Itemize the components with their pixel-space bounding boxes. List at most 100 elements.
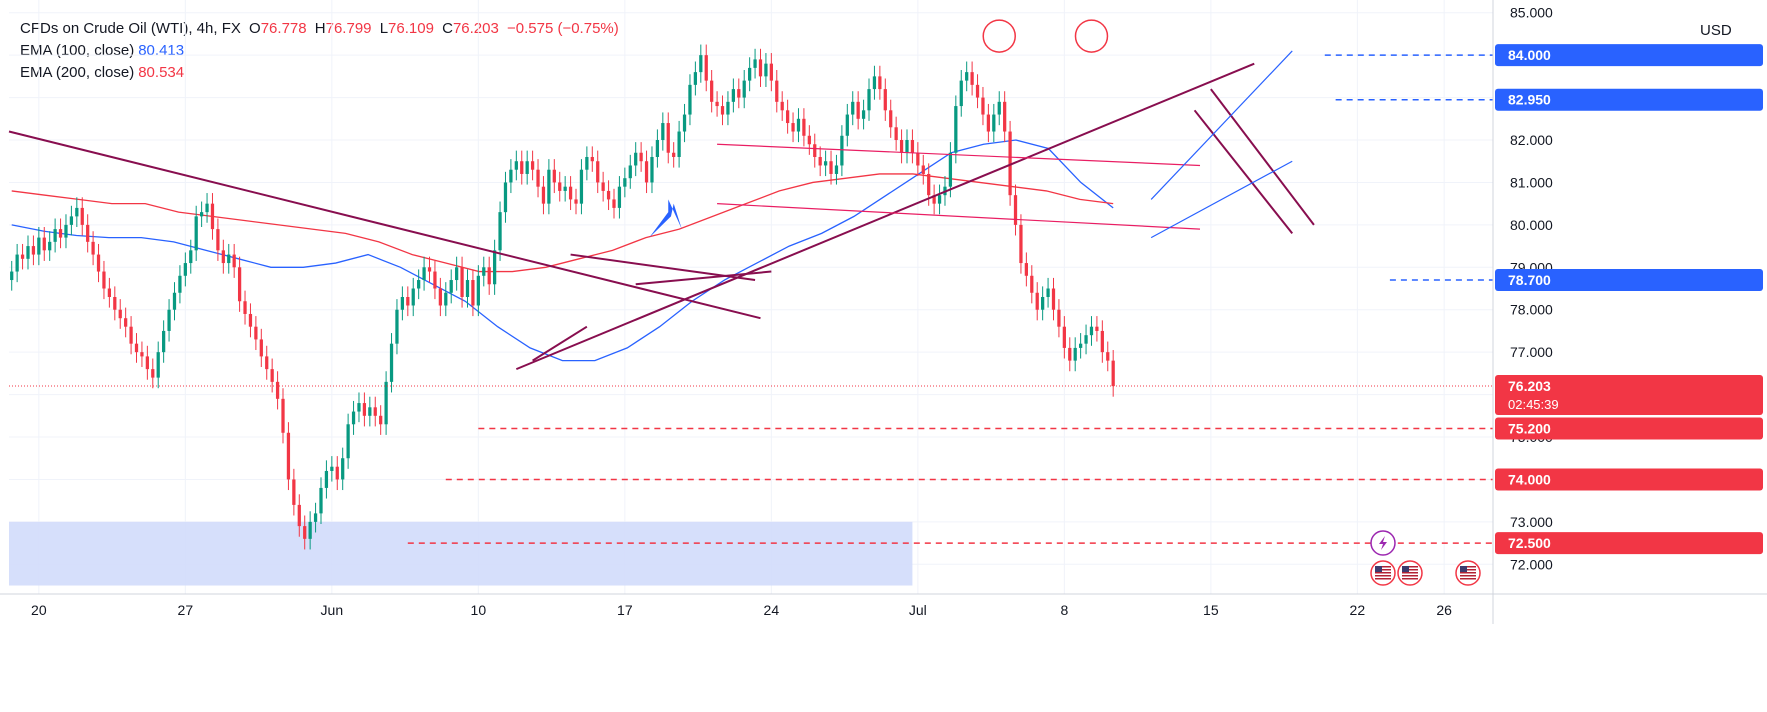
candle-body bbox=[80, 207, 84, 225]
candle-body bbox=[1051, 288, 1056, 310]
flag-stripe bbox=[1460, 572, 1476, 574]
candle-body bbox=[134, 343, 139, 353]
flash-glyph bbox=[1379, 536, 1387, 550]
candle-body bbox=[210, 203, 215, 230]
candle-body bbox=[612, 199, 616, 208]
open-label: O bbox=[249, 20, 261, 37]
candle-body bbox=[259, 339, 263, 357]
candle-body bbox=[948, 152, 953, 187]
candle-body bbox=[281, 398, 285, 433]
candle-body bbox=[829, 161, 833, 174]
candle-body bbox=[265, 356, 269, 370]
candle-body bbox=[465, 280, 470, 297]
candle-body bbox=[107, 288, 112, 297]
candle-body bbox=[1111, 360, 1115, 387]
candle-body bbox=[861, 110, 866, 119]
candle-body bbox=[460, 267, 464, 297]
candle-body bbox=[563, 186, 567, 191]
candle-body bbox=[927, 173, 931, 196]
time-tick-label: 8 bbox=[1060, 602, 1068, 618]
candle-body bbox=[883, 89, 887, 111]
candle-body bbox=[297, 504, 301, 527]
candle-body bbox=[769, 63, 773, 81]
candle-body bbox=[118, 309, 122, 319]
candle-body bbox=[129, 326, 133, 344]
candle-body bbox=[1100, 330, 1104, 353]
flag-stripe bbox=[1460, 566, 1476, 568]
candle-body bbox=[970, 72, 974, 85]
candle-body bbox=[183, 263, 187, 276]
candle-body bbox=[373, 407, 377, 416]
candle-body bbox=[574, 199, 578, 204]
candle-body bbox=[753, 59, 757, 68]
ema200-label: EMA (200, close) bbox=[20, 64, 135, 81]
flag-stripe bbox=[1402, 575, 1418, 577]
currency-label[interactable]: USD bbox=[1700, 22, 1732, 39]
candle-body bbox=[634, 152, 638, 166]
flag-canton bbox=[1460, 566, 1467, 572]
candle-body bbox=[199, 212, 204, 217]
close-value: 76.203 bbox=[452, 20, 499, 37]
high-value: 76.799 bbox=[325, 20, 372, 37]
candle-body bbox=[31, 246, 36, 255]
us-flag-icon bbox=[1370, 560, 1396, 586]
candle-body bbox=[992, 114, 996, 132]
level-tag-label: 78.700 bbox=[1508, 272, 1551, 288]
candle-body bbox=[910, 140, 915, 153]
candle-body bbox=[232, 254, 236, 268]
ema200-value: 80.534 bbox=[138, 64, 185, 81]
candle-body bbox=[492, 250, 497, 285]
candle-body bbox=[140, 352, 144, 357]
candle-body bbox=[720, 106, 725, 115]
flag-stripe bbox=[1460, 575, 1476, 577]
trendline-line bbox=[1210, 88, 1315, 226]
candle-body bbox=[775, 80, 779, 102]
candle-body bbox=[742, 80, 746, 98]
flag-canton bbox=[1375, 566, 1382, 572]
candle-body bbox=[1003, 101, 1007, 132]
level-tag bbox=[1495, 88, 1763, 111]
ema200-row[interactable]: EMA (200, close) 80.534 bbox=[20, 62, 619, 84]
candle-body bbox=[552, 169, 556, 183]
candle-body bbox=[840, 135, 844, 166]
candle-body bbox=[427, 267, 432, 272]
candle-body bbox=[48, 241, 52, 251]
candle-body bbox=[384, 381, 388, 425]
candle-body bbox=[471, 280, 475, 306]
level-tag-label: 74.000 bbox=[1508, 471, 1551, 487]
candle-body bbox=[628, 165, 632, 179]
candle-body bbox=[351, 411, 356, 425]
flag-stripe bbox=[1402, 566, 1418, 568]
candle-body bbox=[1068, 347, 1072, 361]
last-price-label: 76.203 bbox=[1508, 378, 1551, 394]
candle-body bbox=[444, 292, 448, 306]
candle-body bbox=[585, 156, 589, 170]
last-price-tag bbox=[1495, 374, 1763, 415]
candle-body bbox=[64, 224, 68, 238]
candle-body bbox=[216, 229, 220, 251]
candle-body bbox=[764, 63, 768, 77]
candle-body bbox=[433, 271, 437, 289]
trendline-line bbox=[532, 325, 588, 362]
candle-body bbox=[623, 178, 627, 187]
candle-body bbox=[666, 123, 670, 153]
candle-body bbox=[699, 55, 703, 73]
support-zone bbox=[9, 521, 913, 586]
candle-body bbox=[845, 114, 849, 136]
flag-stripe bbox=[1375, 575, 1391, 577]
candle-body bbox=[1008, 131, 1012, 196]
candle-body bbox=[86, 224, 90, 242]
candle-body bbox=[823, 161, 828, 166]
candle-body bbox=[189, 250, 193, 264]
candle-body bbox=[986, 114, 991, 132]
candle-body bbox=[341, 458, 345, 480]
price-tick-label: 81.000 bbox=[1510, 174, 1553, 190]
flag-stripe bbox=[1402, 569, 1418, 571]
candle-body bbox=[758, 59, 763, 77]
price-tick-label: 85.000 bbox=[1510, 5, 1553, 21]
candle-body bbox=[319, 487, 323, 514]
candle-body bbox=[178, 275, 182, 293]
candle-body bbox=[145, 356, 149, 370]
price-tick-label: 80.000 bbox=[1510, 217, 1553, 233]
